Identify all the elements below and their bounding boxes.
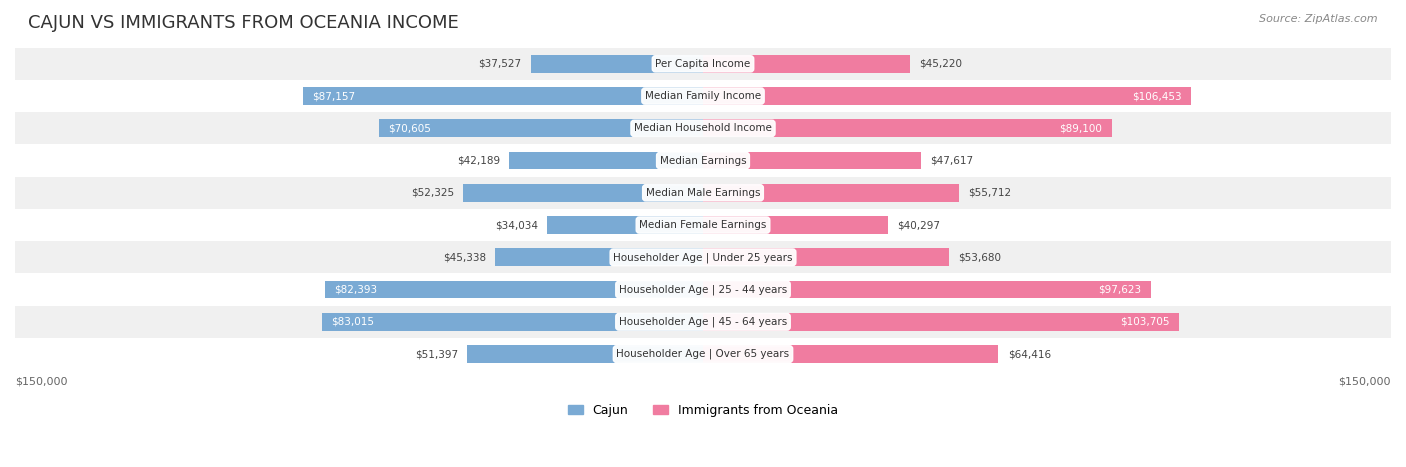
Bar [703,216,887,234]
Text: Median Household Income: Median Household Income [634,123,772,133]
Text: $51,397: $51,397 [415,349,458,359]
Text: $37,527: $37,527 [478,59,522,69]
Bar [304,87,703,105]
Text: $150,000: $150,000 [1339,376,1391,387]
Legend: Cajun, Immigrants from Oceania: Cajun, Immigrants from Oceania [562,399,844,422]
Bar [15,80,1391,112]
Text: CAJUN VS IMMIGRANTS FROM OCEANIA INCOME: CAJUN VS IMMIGRANTS FROM OCEANIA INCOME [28,14,458,32]
Text: $64,416: $64,416 [1008,349,1050,359]
Text: $87,157: $87,157 [312,91,356,101]
Text: $83,015: $83,015 [332,317,374,327]
Text: $47,617: $47,617 [931,156,974,166]
Bar [15,338,1391,370]
Bar [703,313,1178,331]
Text: $70,605: $70,605 [388,123,432,133]
Bar [463,184,703,202]
Text: Per Capita Income: Per Capita Income [655,59,751,69]
Text: Householder Age | 25 - 44 years: Householder Age | 25 - 44 years [619,284,787,295]
Bar [703,120,1112,137]
Text: Median Female Earnings: Median Female Earnings [640,220,766,230]
Text: $52,325: $52,325 [411,188,454,198]
Bar [495,248,703,266]
Text: $106,453: $106,453 [1132,91,1182,101]
Bar [703,184,959,202]
Text: Householder Age | 45 - 64 years: Householder Age | 45 - 64 years [619,317,787,327]
Bar [15,48,1391,80]
Text: $53,680: $53,680 [959,252,1001,262]
Text: Median Family Income: Median Family Income [645,91,761,101]
Text: $45,338: $45,338 [443,252,486,262]
Text: $55,712: $55,712 [967,188,1011,198]
Bar [703,345,998,363]
Bar [15,274,1391,306]
Bar [703,87,1191,105]
Bar [15,306,1391,338]
Bar [15,241,1391,274]
Text: $103,705: $103,705 [1121,317,1170,327]
Bar [703,281,1150,298]
Bar [15,112,1391,144]
Bar [325,281,703,298]
Text: $150,000: $150,000 [15,376,67,387]
Text: Source: ZipAtlas.com: Source: ZipAtlas.com [1260,14,1378,24]
Bar [15,177,1391,209]
Bar [467,345,703,363]
Bar [531,55,703,73]
Bar [15,209,1391,241]
Bar [509,152,703,170]
Text: Median Male Earnings: Median Male Earnings [645,188,761,198]
Text: $45,220: $45,220 [920,59,963,69]
Text: Householder Age | Over 65 years: Householder Age | Over 65 years [616,349,790,359]
Bar [703,55,911,73]
Bar [322,313,703,331]
Text: $89,100: $89,100 [1060,123,1102,133]
Bar [15,144,1391,177]
Bar [703,152,921,170]
Bar [547,216,703,234]
Text: $42,189: $42,189 [457,156,501,166]
Text: $34,034: $34,034 [495,220,537,230]
Text: Median Earnings: Median Earnings [659,156,747,166]
Bar [703,248,949,266]
Text: Householder Age | Under 25 years: Householder Age | Under 25 years [613,252,793,262]
Text: $82,393: $82,393 [335,284,377,295]
Text: $40,297: $40,297 [897,220,941,230]
Bar [380,120,703,137]
Text: $97,623: $97,623 [1098,284,1142,295]
